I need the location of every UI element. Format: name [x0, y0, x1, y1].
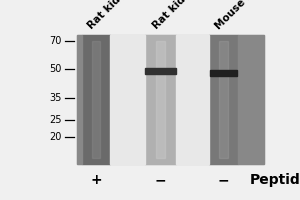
Bar [156, 41, 165, 158]
Bar [176, 35, 209, 164]
Bar [209, 35, 238, 164]
Bar [82, 35, 110, 164]
Bar [76, 35, 264, 164]
Bar [146, 68, 176, 74]
Text: Peptide: Peptide [250, 173, 300, 187]
Text: Mouse brain: Mouse brain [213, 0, 272, 31]
Bar [145, 35, 176, 164]
Bar [76, 35, 82, 164]
Bar [210, 70, 237, 76]
Bar [92, 41, 100, 158]
Text: 25: 25 [49, 115, 61, 125]
Bar [219, 41, 228, 158]
Text: Rat kidney: Rat kidney [150, 0, 202, 31]
Text: Rat kidney: Rat kidney [86, 0, 138, 31]
Text: 35: 35 [49, 93, 62, 103]
Bar [238, 35, 264, 164]
Text: −: − [218, 173, 229, 187]
Text: 70: 70 [49, 36, 62, 46]
Text: −: − [155, 173, 166, 187]
Bar [110, 35, 145, 164]
Text: +: + [90, 173, 102, 187]
Text: 20: 20 [49, 132, 62, 142]
Text: 50: 50 [49, 64, 62, 74]
